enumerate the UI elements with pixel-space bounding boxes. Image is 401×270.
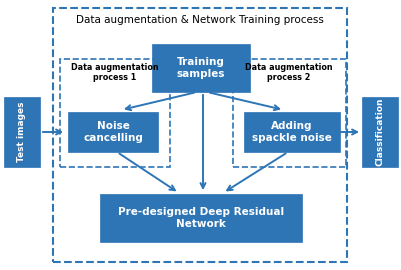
Text: Data augmentation
process 1: Data augmentation process 1 xyxy=(71,63,159,82)
Bar xyxy=(233,59,346,167)
Text: Data augmentation
process 2: Data augmentation process 2 xyxy=(245,63,333,82)
Bar xyxy=(152,44,250,92)
Text: Training
samples: Training samples xyxy=(177,57,225,79)
Bar xyxy=(244,112,340,152)
Text: Pre-designed Deep Residual
Network: Pre-designed Deep Residual Network xyxy=(118,207,284,229)
Text: Test images: Test images xyxy=(18,102,26,162)
Bar xyxy=(100,194,302,242)
Text: Noise
cancelling: Noise cancelling xyxy=(83,121,143,143)
Bar xyxy=(60,59,170,167)
Bar xyxy=(53,8,347,262)
Text: Adding
spackle noise: Adding spackle noise xyxy=(252,121,332,143)
Bar xyxy=(362,97,398,167)
Bar xyxy=(4,97,40,167)
Text: Data augmentation & Network Training process: Data augmentation & Network Training pro… xyxy=(76,15,324,25)
Bar xyxy=(68,112,158,152)
Text: Classification: Classification xyxy=(375,98,385,166)
